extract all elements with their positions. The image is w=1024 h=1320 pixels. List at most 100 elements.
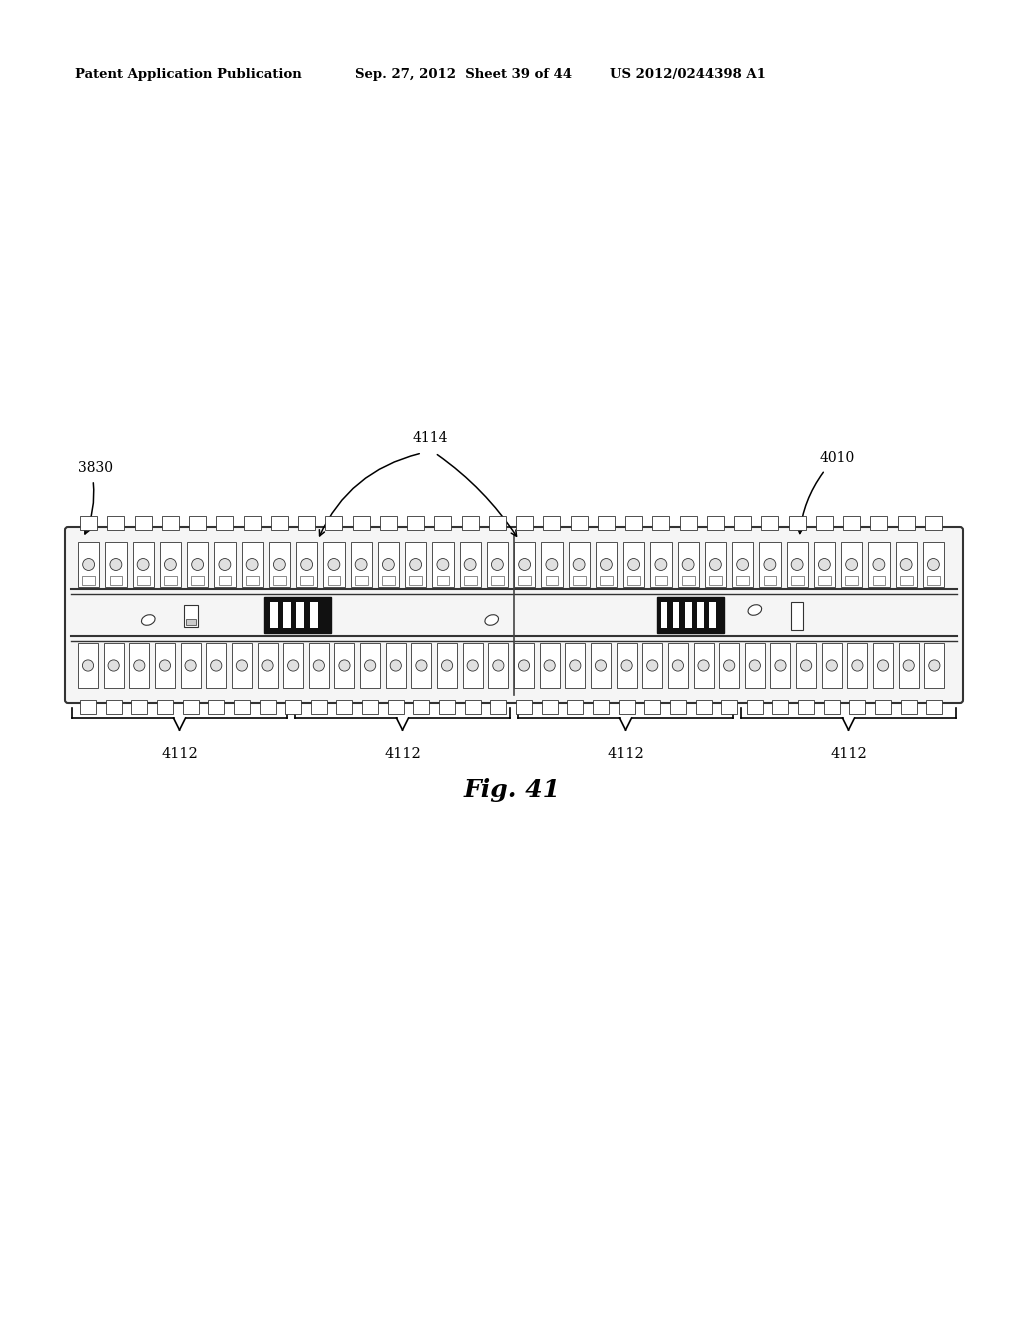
Bar — [414, 700, 429, 714]
Bar — [354, 576, 368, 585]
Circle shape — [646, 660, 657, 671]
Bar — [925, 516, 942, 531]
Bar — [309, 643, 329, 688]
Text: 4112: 4112 — [607, 747, 644, 762]
Bar — [822, 643, 842, 688]
Bar — [697, 602, 703, 627]
Bar — [899, 643, 919, 688]
Bar — [565, 643, 586, 688]
Bar — [791, 602, 803, 630]
Bar — [870, 516, 888, 531]
Bar — [719, 643, 739, 688]
Bar — [618, 700, 635, 714]
Circle shape — [339, 660, 350, 671]
Bar — [191, 576, 204, 585]
Circle shape — [82, 660, 93, 671]
Bar — [516, 516, 534, 531]
Text: 3830: 3830 — [78, 461, 113, 475]
Circle shape — [355, 558, 367, 570]
Circle shape — [273, 558, 286, 570]
Circle shape — [246, 558, 258, 570]
Text: Fig. 41: Fig. 41 — [464, 777, 560, 803]
Circle shape — [492, 558, 504, 570]
Circle shape — [160, 660, 171, 671]
Bar — [186, 619, 196, 624]
Circle shape — [628, 558, 640, 570]
Ellipse shape — [141, 615, 155, 626]
Text: 4112: 4112 — [830, 747, 867, 762]
Bar — [268, 543, 290, 587]
Text: 4112: 4112 — [384, 747, 421, 762]
Circle shape — [390, 660, 401, 671]
Bar — [568, 543, 590, 587]
Circle shape — [852, 660, 863, 671]
Circle shape — [792, 558, 803, 570]
Bar — [764, 576, 776, 585]
Circle shape — [573, 558, 585, 570]
Circle shape — [595, 660, 606, 671]
Circle shape — [518, 660, 529, 671]
Bar — [386, 643, 406, 688]
Bar — [591, 643, 611, 688]
Bar — [744, 643, 765, 688]
Bar — [488, 643, 508, 688]
Circle shape — [441, 660, 453, 671]
Circle shape — [219, 558, 230, 570]
Bar — [927, 576, 940, 585]
Bar — [841, 543, 862, 587]
Bar — [843, 516, 860, 531]
Circle shape — [846, 558, 857, 570]
Bar — [284, 643, 303, 688]
Bar — [337, 700, 352, 714]
Circle shape — [600, 558, 612, 570]
Bar — [596, 543, 617, 587]
Circle shape — [493, 660, 504, 671]
Bar — [309, 602, 317, 627]
Circle shape — [673, 660, 683, 671]
Bar — [259, 700, 275, 714]
Bar — [464, 576, 476, 585]
Bar — [129, 643, 150, 688]
Bar — [108, 516, 124, 531]
Bar — [567, 700, 584, 714]
Bar — [707, 516, 724, 531]
Bar — [137, 576, 150, 585]
Bar — [670, 700, 686, 714]
Circle shape — [464, 558, 476, 570]
Bar — [518, 576, 531, 585]
Bar — [734, 516, 752, 531]
Bar — [326, 516, 342, 531]
Bar — [668, 643, 688, 688]
Bar — [82, 576, 95, 585]
Bar — [78, 643, 98, 688]
Bar — [901, 700, 916, 714]
Bar — [233, 700, 250, 714]
Bar — [362, 700, 378, 714]
Bar — [848, 643, 867, 688]
Bar — [868, 543, 890, 587]
Bar — [182, 700, 199, 714]
Bar — [796, 643, 816, 688]
Bar — [105, 700, 122, 714]
Bar — [514, 543, 536, 587]
Bar — [460, 543, 480, 587]
Circle shape — [416, 660, 427, 671]
Bar — [463, 643, 482, 688]
Circle shape — [328, 558, 340, 570]
Bar — [408, 516, 424, 531]
Bar — [721, 700, 737, 714]
Bar — [285, 700, 301, 714]
Bar — [80, 516, 97, 531]
Bar — [231, 643, 252, 688]
Circle shape — [826, 660, 838, 671]
Text: Patent Application Publication: Patent Application Publication — [75, 69, 302, 81]
Bar — [296, 602, 304, 627]
Bar — [189, 516, 206, 531]
Bar — [350, 543, 372, 587]
Circle shape — [410, 558, 422, 570]
Bar — [682, 576, 694, 585]
Bar — [244, 516, 261, 531]
Ellipse shape — [749, 605, 762, 615]
Bar — [898, 516, 914, 531]
Bar — [432, 543, 454, 587]
